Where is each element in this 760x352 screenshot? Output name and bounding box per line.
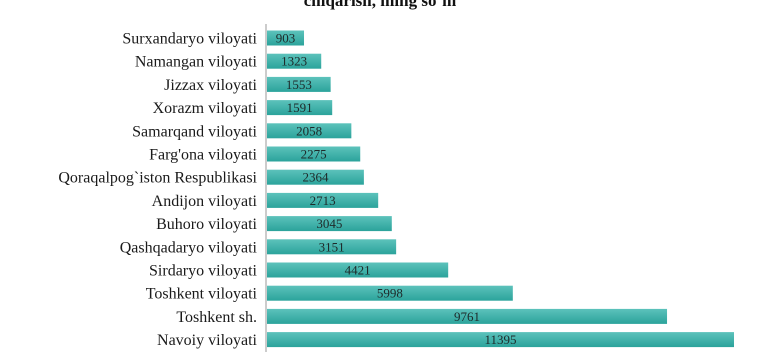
value-label: 1323 <box>281 54 307 69</box>
bar <box>267 308 668 324</box>
bar <box>267 192 379 208</box>
bars-group: Surxandaryo viloyati 903 Namangan viloyati… <box>58 30 734 349</box>
category-label: Toshkent sh. <box>176 309 257 326</box>
bar <box>267 169 364 185</box>
bar <box>267 239 397 255</box>
value-label: 2364 <box>302 170 329 185</box>
category-label: Sirdaryo viloyati <box>149 263 258 280</box>
category-label: Surxandaryo viloyati <box>122 31 257 48</box>
chart-title: chiqarish, ming so`m <box>304 0 457 10</box>
value-label: 2058 <box>296 123 322 138</box>
bar <box>267 262 449 278</box>
bar <box>267 123 352 139</box>
category-label: Navoiy viloyati <box>157 332 258 349</box>
bar <box>267 30 305 46</box>
category-label: Qoraqalpog`iston Respublikasi <box>58 170 257 187</box>
bar <box>267 285 513 301</box>
value-label: 3045 <box>316 216 342 231</box>
value-label: 5998 <box>377 286 403 301</box>
category-label: Xorazm viloyati <box>153 100 258 117</box>
value-label: 11395 <box>484 332 516 347</box>
bar <box>267 146 361 162</box>
bar <box>267 100 333 116</box>
bar <box>267 76 331 92</box>
category-label: Samarqand viloyati <box>132 123 257 140</box>
category-label: Jizzax viloyati <box>164 77 257 94</box>
category-label: Farg'ona viloyati <box>149 147 257 164</box>
value-label: 1553 <box>286 77 312 92</box>
bar <box>267 53 322 69</box>
category-label: Buhoro viloyati <box>156 216 257 233</box>
value-label: 2713 <box>310 193 336 208</box>
bar <box>267 216 392 232</box>
bar <box>267 332 734 348</box>
category-label: Andijon viloyati <box>152 193 258 210</box>
value-label: 1591 <box>287 100 313 115</box>
value-label: 2275 <box>301 147 327 162</box>
value-label: 4421 <box>345 263 371 278</box>
value-label: 903 <box>276 31 296 46</box>
value-label: 9761 <box>454 309 480 324</box>
category-label: Namangan viloyati <box>135 54 258 71</box>
category-label: Toshkent viloyati <box>146 286 258 303</box>
category-label: Qashqadaryo viloyati <box>120 239 258 256</box>
value-label: 3151 <box>319 239 345 254</box>
